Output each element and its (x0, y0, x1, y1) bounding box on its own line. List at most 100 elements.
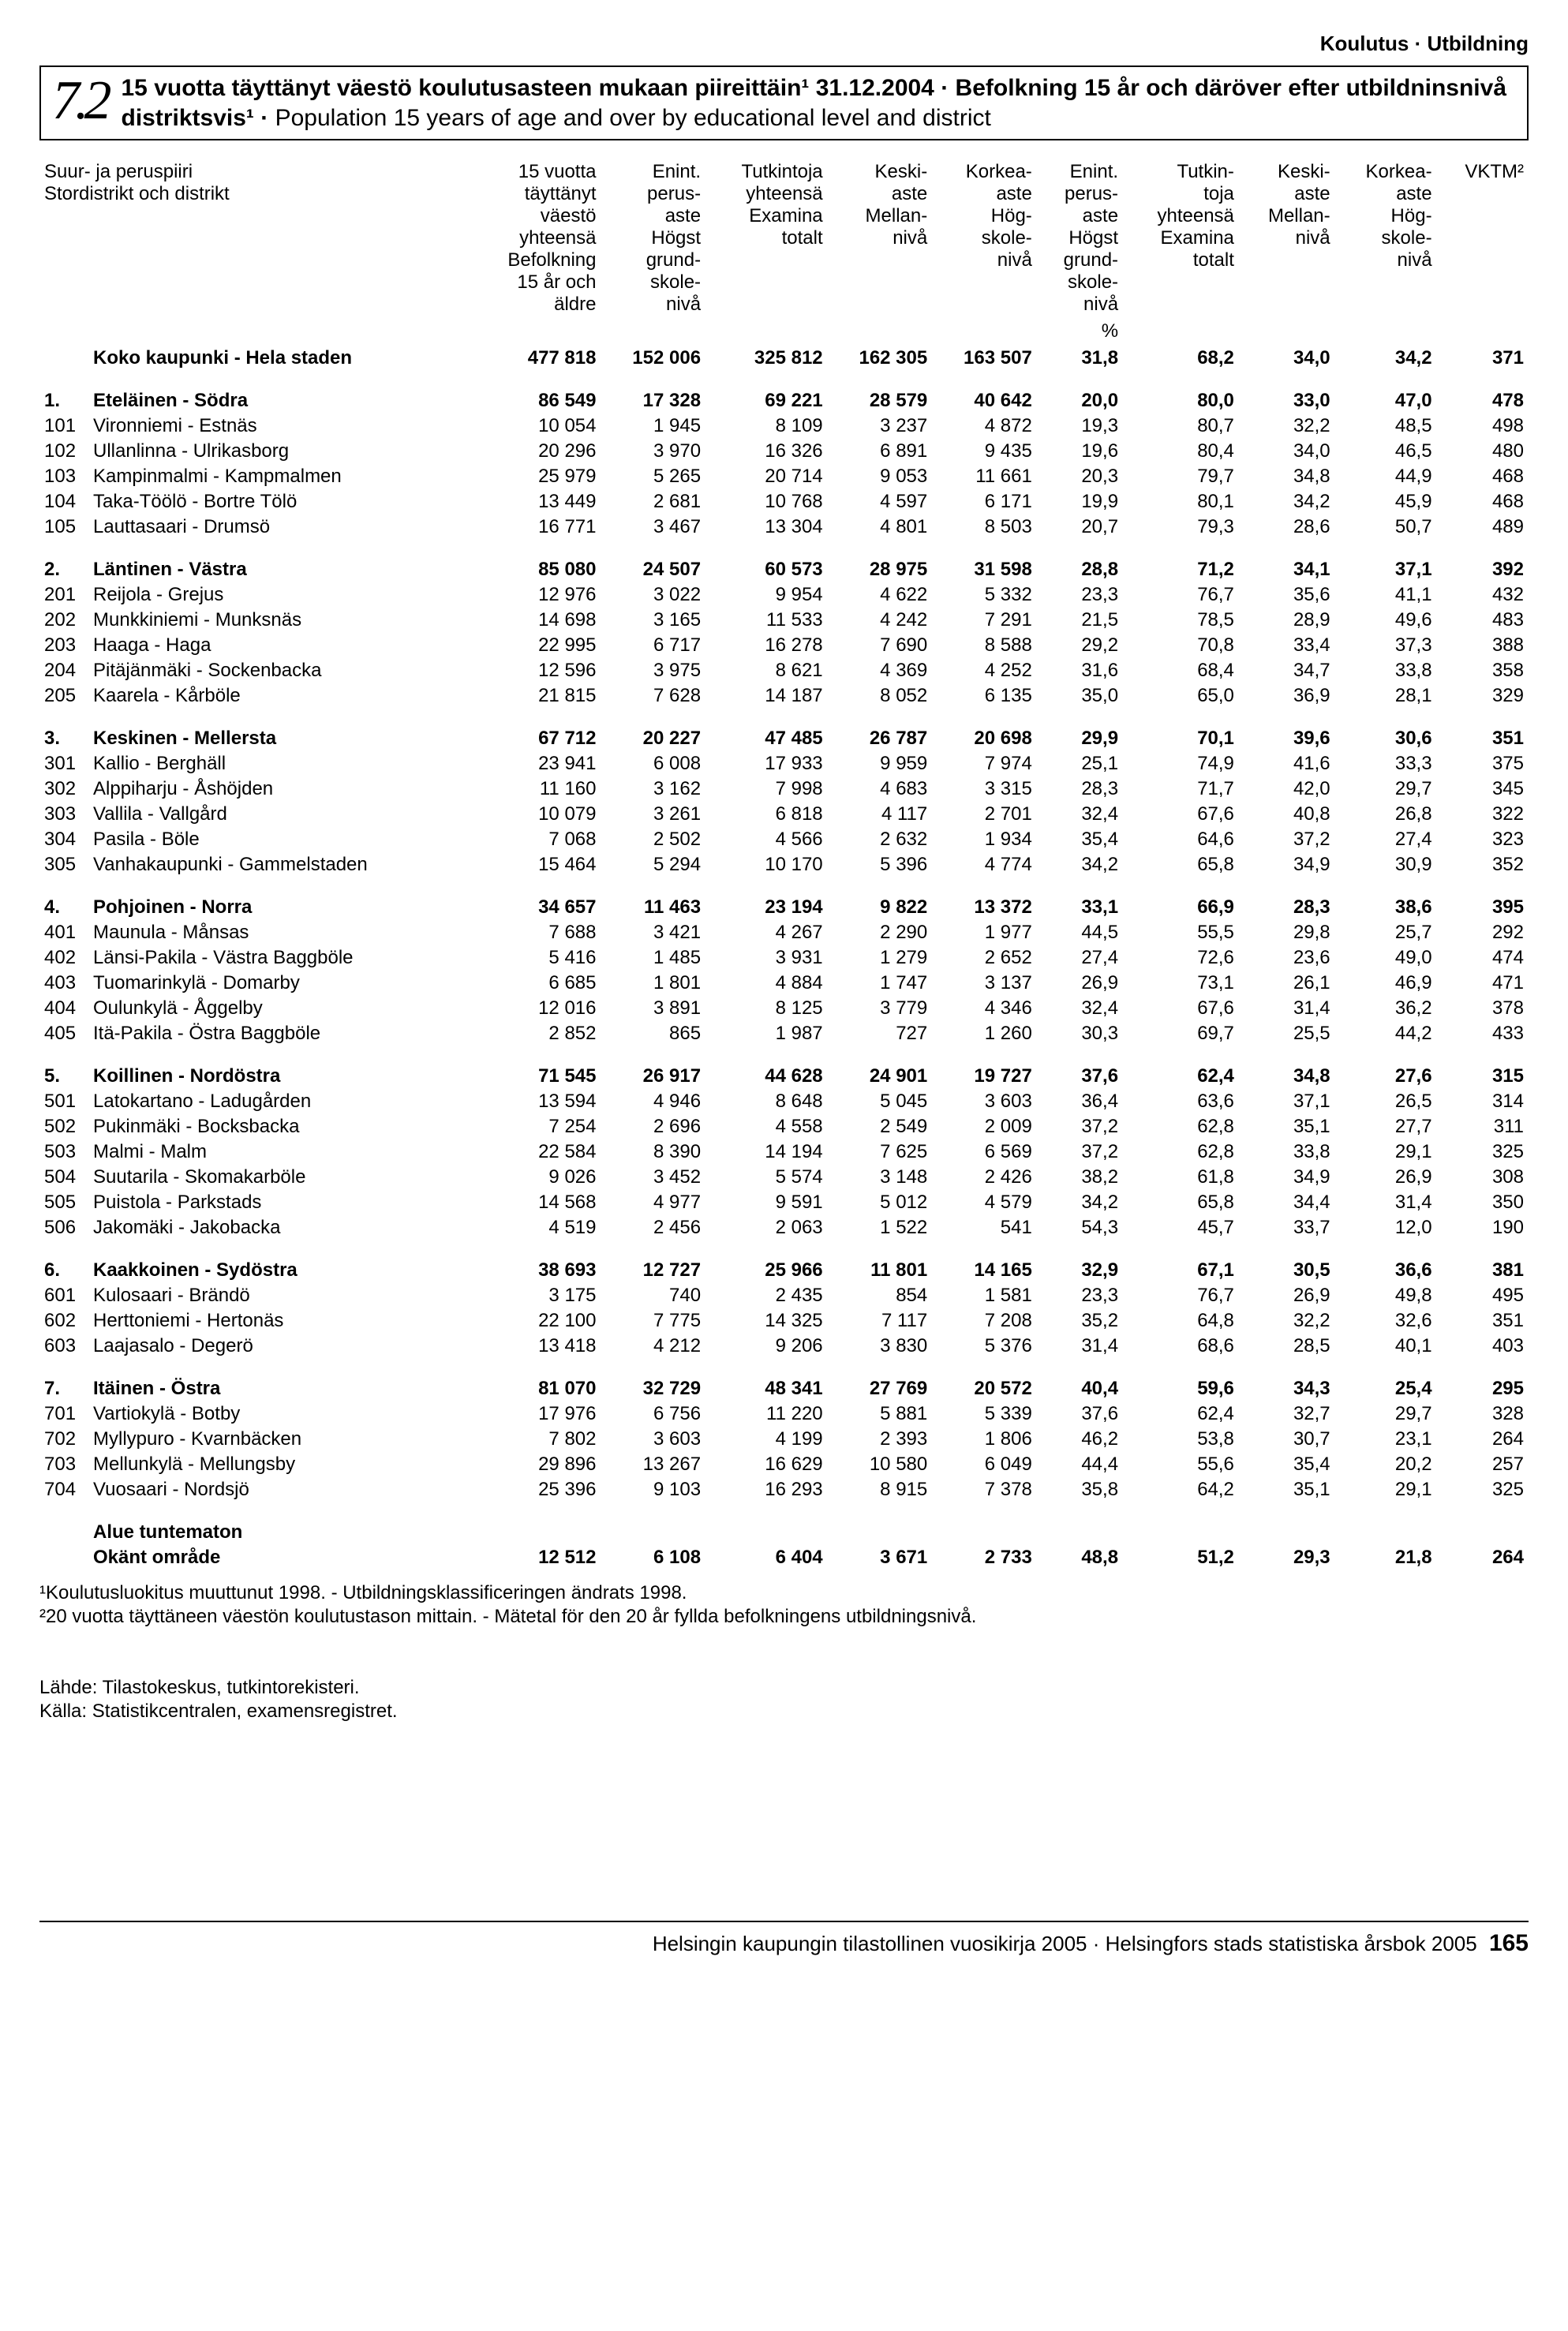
row-label: Lauttasaari - Drumsö (88, 514, 470, 540)
cell: 38,2 (1037, 1165, 1123, 1190)
cell: 7 775 (601, 1308, 705, 1334)
row-label: Taka-Töölö - Bortre Tölö (88, 489, 470, 514)
cell: 26,9 (1037, 971, 1123, 996)
table-row: 603Laajasalo - Degerö13 4184 2129 2063 8… (39, 1334, 1529, 1359)
cell: 10 768 (705, 489, 828, 514)
row-label: Eteläinen - Södra (88, 388, 470, 413)
row-code: 504 (39, 1165, 88, 1190)
cell: 4 242 (828, 608, 933, 633)
cell: 325 (1437, 1477, 1529, 1502)
cell: 29,1 (1335, 1139, 1437, 1165)
row-code: 5. (39, 1064, 88, 1089)
cell: 48,8 (1037, 1545, 1123, 1570)
cell: 35,0 (1037, 683, 1123, 709)
table-row: 3.Keskinen - Mellersta67 71220 22747 485… (39, 726, 1529, 751)
cell: 22 100 (470, 1308, 601, 1334)
cell: 3 148 (828, 1165, 933, 1190)
cell: 46,5 (1335, 439, 1437, 464)
row-code: 201 (39, 582, 88, 608)
cell: 31,4 (1037, 1334, 1123, 1359)
cell: 29,9 (1037, 726, 1123, 751)
cell: 44,2 (1335, 1021, 1437, 1046)
cell: 740 (601, 1283, 705, 1308)
cell: 2 733 (932, 1545, 1037, 1570)
cell: 9 435 (932, 439, 1037, 464)
row-label: Alue tuntematon (88, 1520, 470, 1545)
row-label: Mellunkylä - Mellungsby (88, 1452, 470, 1477)
cell: 5 265 (601, 464, 705, 489)
table-row: Koko kaupunki - Hela staden477 818152 00… (39, 346, 1529, 371)
cell: 21 815 (470, 683, 601, 709)
cell: 20 296 (470, 439, 601, 464)
cell: 28,3 (1037, 776, 1123, 802)
row-code: 603 (39, 1334, 88, 1359)
cell: 40,4 (1037, 1376, 1123, 1401)
cell: 395 (1437, 895, 1529, 920)
cell: 44,9 (1335, 464, 1437, 489)
row-label: Okänt område (88, 1545, 470, 1570)
cell: 16 771 (470, 514, 601, 540)
cell: 3 970 (601, 439, 705, 464)
cell: 4 946 (601, 1089, 705, 1114)
cell: 40,1 (1335, 1334, 1437, 1359)
cell: 325 (1437, 1139, 1529, 1165)
cell: 80,4 (1123, 439, 1239, 464)
cell: 19 727 (932, 1064, 1037, 1089)
cell: 27,6 (1335, 1064, 1437, 1089)
cell: 325 812 (705, 346, 828, 371)
cell: 727 (828, 1021, 933, 1046)
row-code: 505 (39, 1190, 88, 1215)
cell: 10 079 (470, 802, 601, 827)
cell: 35,2 (1037, 1308, 1123, 1334)
cell: 37,1 (1239, 1089, 1335, 1114)
cell: 5 332 (932, 582, 1037, 608)
cell: 9 053 (828, 464, 933, 489)
table-row: 303Vallila - Vallgård10 0793 2616 8184 1… (39, 802, 1529, 827)
cell: 403 (1437, 1334, 1529, 1359)
col-header-2: Enint.perus-asteHögstgrund-skole-nivå (601, 159, 705, 319)
table-row: 202Munkkiniemi - Munksnäs14 6983 16511 5… (39, 608, 1529, 633)
cell: 80,1 (1123, 489, 1239, 514)
cell: 34 657 (470, 895, 601, 920)
cell: 33,0 (1239, 388, 1335, 413)
cell: 23 194 (705, 895, 828, 920)
cell: 20,7 (1037, 514, 1123, 540)
cell: 16 278 (705, 633, 828, 658)
cell: 13 267 (601, 1452, 705, 1477)
cell: 9 591 (705, 1190, 828, 1215)
row-code: 203 (39, 633, 88, 658)
cell: 40,8 (1239, 802, 1335, 827)
cell: 6 569 (932, 1139, 1037, 1165)
cell: 65,0 (1123, 683, 1239, 709)
cell: 471 (1437, 971, 1529, 996)
cell: 33,8 (1239, 1139, 1335, 1165)
table-row: 503Malmi - Malm22 5848 39014 1947 6256 5… (39, 1139, 1529, 1165)
cell: 30,6 (1335, 726, 1437, 751)
row-label: Pohjoinen - Norra (88, 895, 470, 920)
table-row: 101Vironniemi - Estnäs10 0541 9458 1093 … (39, 413, 1529, 439)
cell: 70,8 (1123, 633, 1239, 658)
cell: 381 (1437, 1258, 1529, 1283)
table-row: 105Lauttasaari - Drumsö16 7713 46713 304… (39, 514, 1529, 540)
cell: 69 221 (705, 388, 828, 413)
row-label: Herttoniemi - Hertonäs (88, 1308, 470, 1334)
cell: 68,2 (1123, 346, 1239, 371)
row-code: 4. (39, 895, 88, 920)
cell: 24 507 (601, 557, 705, 582)
cell: 4 519 (470, 1215, 601, 1240)
cell: 1 945 (601, 413, 705, 439)
col-header-4: Keski-asteMellan-nivå (828, 159, 933, 319)
cell: 4 683 (828, 776, 933, 802)
cell: 23,3 (1037, 582, 1123, 608)
cell: 15 464 (470, 852, 601, 877)
cell: 26,9 (1239, 1283, 1335, 1308)
col-header-3: TutkintojayhteensäExaminatotalt (705, 159, 828, 319)
cell: 5 416 (470, 945, 601, 971)
cell: 5 294 (601, 852, 705, 877)
cell: 7 688 (470, 920, 601, 945)
cell: 55,6 (1123, 1452, 1239, 1477)
cell: 4 977 (601, 1190, 705, 1215)
row-label: Malmi - Malm (88, 1139, 470, 1165)
cell: 34,2 (1037, 1190, 1123, 1215)
row-code: 701 (39, 1401, 88, 1427)
